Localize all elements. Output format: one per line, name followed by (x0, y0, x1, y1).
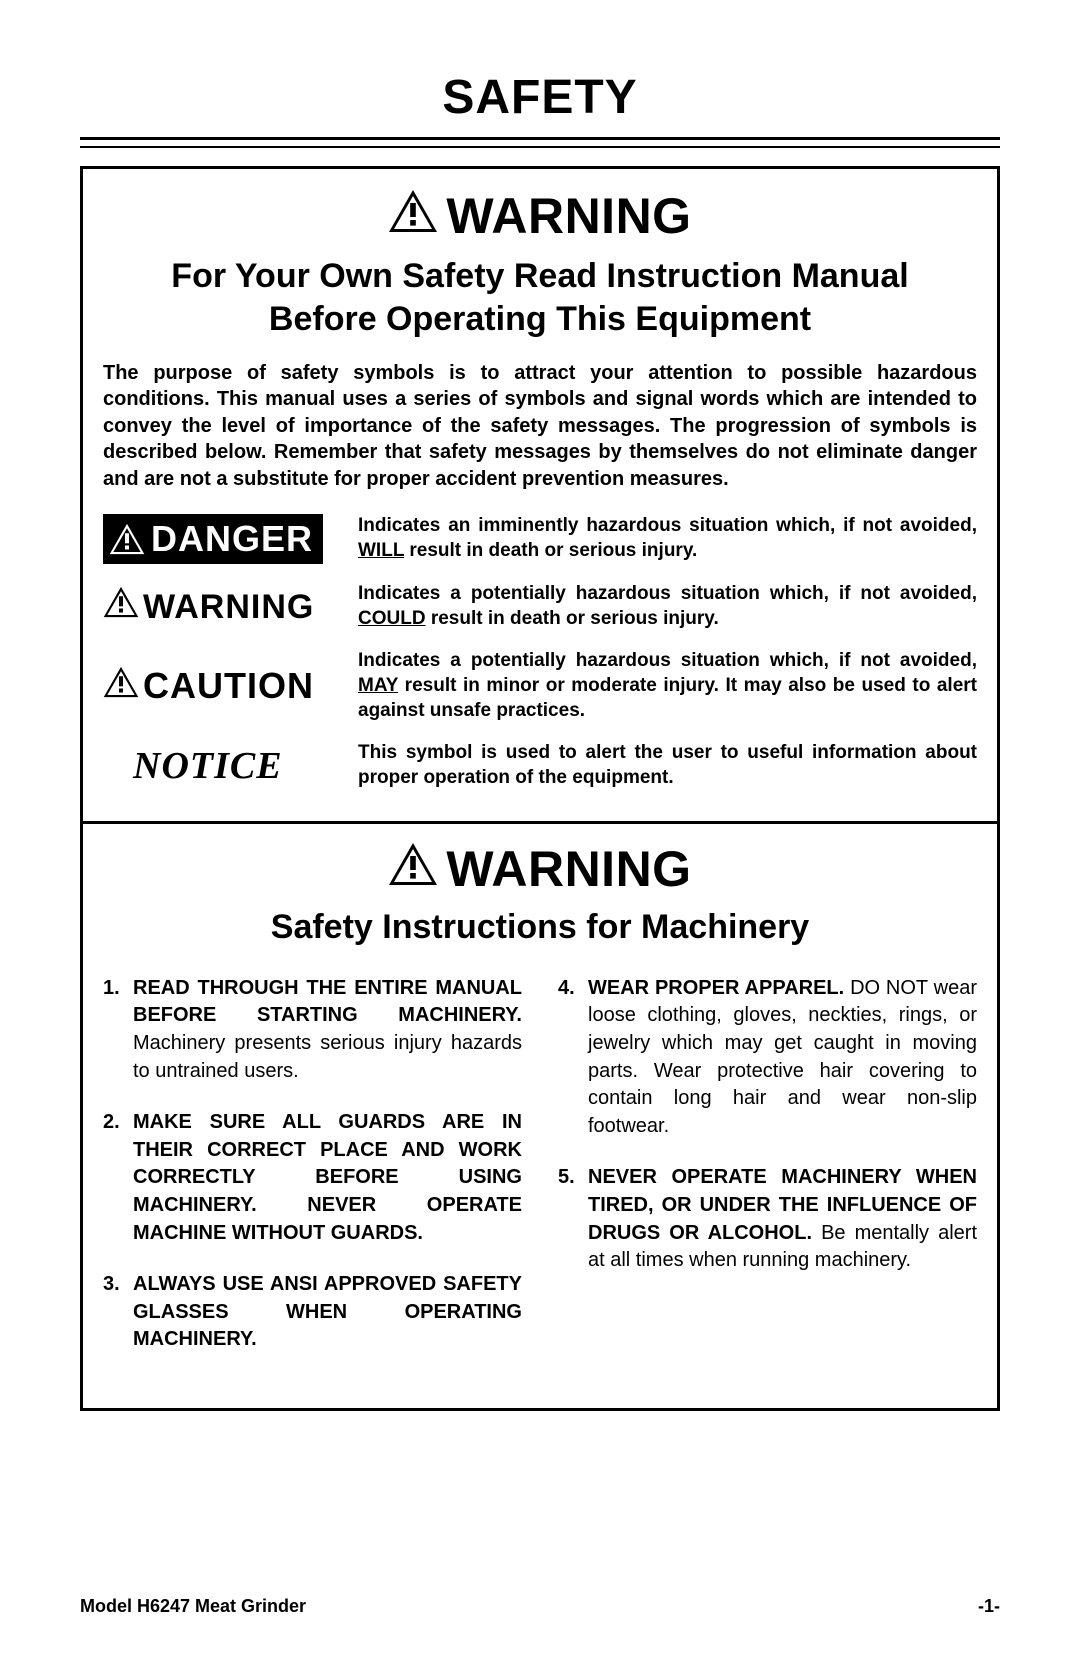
instruction-item: 3. ALWAYS USE ANSI APPROVED SAFETY GLASS… (103, 1271, 522, 1354)
notice-row: NOTICE This symbol is used to alert the … (103, 741, 977, 790)
instruction-item: 4. WEAR PROPER APPAREL. DO NOT wear loos… (558, 975, 977, 1141)
danger-description: Indicates an imminently hazardous situat… (358, 514, 977, 563)
caution-label-text: CAUTION (143, 665, 314, 707)
title-rule-thick (80, 137, 1000, 140)
warning-triangle-icon (388, 189, 438, 233)
warning-triangle-icon (109, 523, 145, 555)
instruction-item: 1. READ THROUGH THE ENTIRE MANUAL BEFORE… (103, 975, 522, 1085)
caution-desc-pre: Indicates a potentially hazardous situat… (358, 650, 977, 671)
danger-label-wrap: DANGER (103, 514, 346, 564)
warning-desc-post: result in death or serious injury. (426, 608, 719, 629)
warning-row: WARNING Indicates a potentially hazardou… (103, 582, 977, 631)
warning-triangle-icon (103, 586, 139, 618)
caution-row: CAUTION Indicates a potentially hazardou… (103, 649, 977, 723)
footer-model: Model H6247 Meat Grinder (80, 1596, 306, 1617)
page-footer: Model H6247 Meat Grinder -1- (80, 1596, 1000, 1617)
signal-definitions-section: WARNING For Your Own Safety Read Instruc… (83, 169, 997, 821)
bottom-warning-text: WARNING (446, 840, 691, 898)
notice-label-wrap: NOTICE (103, 744, 346, 788)
instructions-subhead: Safety Instructions for Machinery (103, 908, 977, 947)
safety-intro-paragraph: The purpose of safety symbols is to attr… (103, 360, 977, 492)
instructions-columns: 1. READ THROUGH THE ENTIRE MANUAL BEFORE… (103, 975, 977, 1378)
notice-description: This symbol is used to alert the user to… (358, 741, 977, 790)
warning-header-text: WARNING (446, 187, 691, 245)
instruction-body: WEAR PROPER APPAREL. DO NOT wear loose c… (588, 975, 977, 1141)
instruction-lead: MAKE SURE ALL GUARDS ARE IN THEIR CORREC… (133, 1111, 522, 1243)
instruction-body: ALWAYS USE ANSI APPROVED SAFETY GLASSES … (133, 1271, 522, 1354)
instruction-item: 2. MAKE SURE ALL GUARDS ARE IN THEIR COR… (103, 1109, 522, 1247)
title-rule-thin (80, 146, 1000, 148)
warning-triangle-icon (388, 842, 438, 886)
instruction-lead: WEAR PROPER APPAREL. (588, 977, 844, 999)
instruction-body: MAKE SURE ALL GUARDS ARE IN THEIR CORREC… (133, 1109, 522, 1247)
danger-label-text: DANGER (151, 518, 313, 560)
instruction-rest: DO NOT wear loose clothing, gloves, neck… (588, 977, 977, 1137)
caution-desc-underline: MAY (358, 675, 398, 696)
caution-label-wrap: CAUTION (103, 665, 346, 707)
caution-desc-post: result in minor or moderate injury. It m… (358, 675, 977, 721)
danger-row: DANGER Indicates an imminently hazardous… (103, 514, 977, 564)
warning-label-text: WARNING (143, 588, 314, 627)
instruction-number: 2. (103, 1109, 133, 1247)
warning-desc-underline: COULD (358, 608, 426, 629)
instruction-lead: ALWAYS USE ANSI APPROVED SAFETY GLASSES … (133, 1273, 522, 1350)
warning-desc-pre: Indicates a potentially hazardous situat… (358, 583, 977, 604)
instruction-item: 5. NEVER OPERATE MACHINERY WHEN TIRED, O… (558, 1164, 977, 1274)
footer-page-number: -1- (978, 1596, 1000, 1617)
page-title: SAFETY (80, 70, 1000, 125)
machinery-instructions-section: WARNING Safety Instructions for Machiner… (83, 824, 997, 1408)
notice-label-text: NOTICE (103, 744, 283, 788)
warning-description: Indicates a potentially hazardous situat… (358, 582, 977, 631)
danger-desc-post: result in death or serious injury. (404, 540, 697, 561)
danger-desc-pre: Indicates an imminently hazardous situat… (358, 515, 977, 536)
column-left: 1. READ THROUGH THE ENTIRE MANUAL BEFORE… (103, 975, 522, 1378)
bottom-warning-header: WARNING (103, 840, 977, 898)
main-safety-box: WARNING For Your Own Safety Read Instruc… (80, 166, 1000, 1411)
top-warning-header: WARNING (103, 187, 977, 245)
instruction-number: 3. (103, 1271, 133, 1354)
instruction-number: 5. (558, 1164, 588, 1274)
column-right: 4. WEAR PROPER APPAREL. DO NOT wear loos… (558, 975, 977, 1378)
danger-badge: DANGER (103, 514, 323, 564)
safety-subhead: For Your Own Safety Read Instruction Man… (113, 255, 967, 340)
caution-description: Indicates a potentially hazardous situat… (358, 649, 977, 723)
warning-label-inline: WARNING (103, 586, 314, 627)
instruction-rest: Machinery presents serious injury hazard… (133, 1032, 522, 1082)
instruction-lead: READ THROUGH THE ENTIRE MANUAL BEFORE ST… (133, 977, 522, 1027)
warning-triangle-icon (103, 666, 139, 698)
instruction-body: READ THROUGH THE ENTIRE MANUAL BEFORE ST… (133, 975, 522, 1085)
instruction-body: NEVER OPERATE MACHINERY WHEN TIRED, OR U… (588, 1164, 977, 1274)
warning-label-wrap: WARNING (103, 586, 346, 627)
instruction-number: 4. (558, 975, 588, 1141)
danger-desc-underline: WILL (358, 540, 404, 561)
caution-label-inline: CAUTION (103, 665, 314, 707)
instruction-number: 1. (103, 975, 133, 1085)
